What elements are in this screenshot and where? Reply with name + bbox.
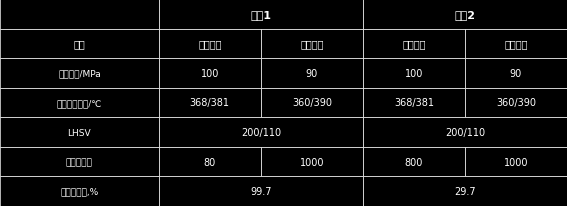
- Bar: [159, 29, 261, 59]
- Bar: [465, 59, 567, 88]
- Text: 加氢精制: 加氢精制: [300, 39, 324, 49]
- Text: 200/110: 200/110: [241, 128, 281, 137]
- Bar: [0, 0, 159, 29]
- Text: 29.7: 29.7: [454, 186, 476, 196]
- Text: 99.7: 99.7: [250, 186, 272, 196]
- Bar: [465, 88, 567, 118]
- Text: 368/381: 368/381: [394, 98, 434, 108]
- Bar: [159, 0, 363, 29]
- Bar: [0, 118, 159, 147]
- Text: 90: 90: [306, 69, 318, 78]
- Bar: [261, 147, 363, 177]
- Bar: [363, 177, 567, 206]
- Text: LHSV: LHSV: [67, 128, 91, 137]
- Bar: [465, 29, 567, 59]
- Bar: [0, 88, 159, 118]
- Text: 360/390: 360/390: [292, 98, 332, 108]
- Bar: [159, 147, 261, 177]
- Text: 800: 800: [405, 157, 423, 167]
- Bar: [159, 88, 261, 118]
- Text: 方案2: 方案2: [454, 10, 476, 20]
- Text: 加氢精制: 加氢精制: [504, 39, 528, 49]
- Bar: [159, 118, 363, 147]
- Bar: [261, 59, 363, 88]
- Text: 加氢裂化: 加氢裂化: [198, 39, 222, 49]
- Bar: [363, 118, 567, 147]
- Bar: [0, 147, 159, 177]
- Text: 1000: 1000: [299, 157, 324, 167]
- Text: 100: 100: [405, 69, 423, 78]
- Text: 循环氢纯度: 循环氢纯度: [66, 157, 93, 166]
- Bar: [0, 59, 159, 88]
- Text: 360/390: 360/390: [496, 98, 536, 108]
- Text: 200/110: 200/110: [445, 128, 485, 137]
- Bar: [261, 88, 363, 118]
- Text: 方案1: 方案1: [250, 10, 272, 20]
- Text: 80: 80: [204, 157, 216, 167]
- Bar: [159, 59, 261, 88]
- Text: 1000: 1000: [503, 157, 528, 167]
- Bar: [0, 29, 159, 59]
- Text: 加氢裂化: 加氢裂化: [402, 39, 426, 49]
- Bar: [363, 147, 465, 177]
- Text: 氢油体积比,%: 氢油体积比,%: [60, 187, 99, 196]
- Bar: [363, 88, 465, 118]
- Text: 平均反应温度/℃: 平均反应温度/℃: [57, 98, 102, 108]
- Bar: [465, 147, 567, 177]
- Text: 反应压力/MPa: 反应压力/MPa: [58, 69, 101, 78]
- Bar: [159, 177, 363, 206]
- Bar: [363, 0, 567, 29]
- Bar: [363, 59, 465, 88]
- Text: 368/381: 368/381: [190, 98, 230, 108]
- Text: 项目: 项目: [74, 39, 85, 49]
- Bar: [261, 29, 363, 59]
- Text: 100: 100: [201, 69, 219, 78]
- Text: 90: 90: [510, 69, 522, 78]
- Bar: [363, 29, 465, 59]
- Bar: [0, 177, 159, 206]
